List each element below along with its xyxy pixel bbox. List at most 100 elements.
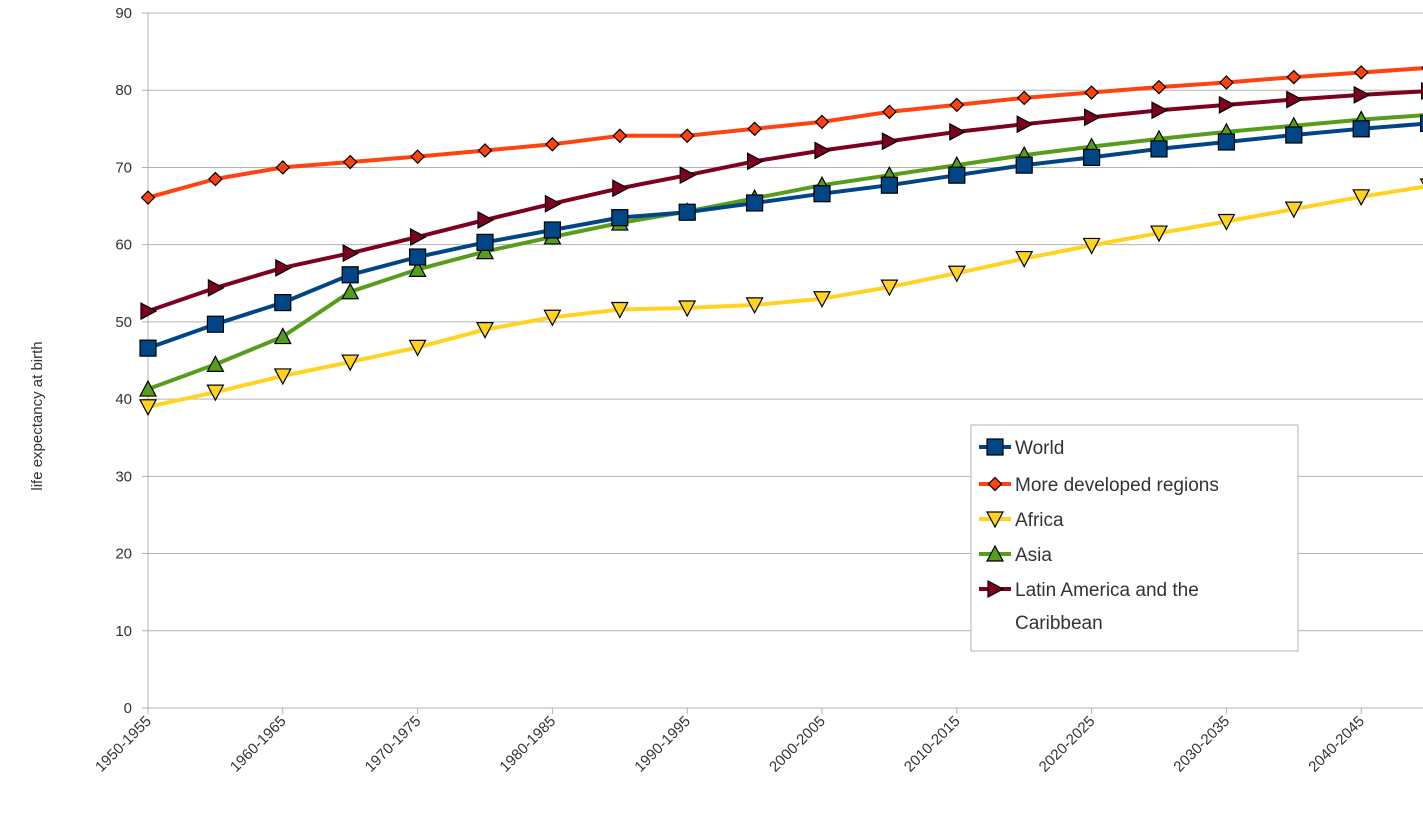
series-line xyxy=(147,184,1423,409)
data-point xyxy=(1084,85,1099,100)
data-point xyxy=(1150,140,1168,158)
data-point xyxy=(1082,237,1101,255)
y-tick-label: 60 xyxy=(115,237,132,254)
data-point xyxy=(881,132,899,151)
y-tick-label: 0 xyxy=(124,700,132,717)
data-point xyxy=(341,354,360,372)
data-point xyxy=(814,141,832,160)
data-point xyxy=(208,171,223,187)
legend-label: Africa xyxy=(1015,510,1064,531)
y-tick-labels: 0 10 20 30 40 50 60 70 80 90 xyxy=(115,5,132,717)
data-point xyxy=(140,190,156,205)
data-point xyxy=(1150,225,1168,243)
data-point xyxy=(610,301,629,319)
data-point xyxy=(1353,65,1369,80)
data-point xyxy=(476,322,494,339)
x-tick-label: 1970-1975 xyxy=(362,713,425,776)
series-line xyxy=(147,121,1423,350)
data-point xyxy=(410,149,425,164)
data-point xyxy=(1015,156,1033,174)
data-point xyxy=(1083,108,1101,127)
data-point xyxy=(1151,101,1169,120)
data-point xyxy=(139,339,157,357)
y-tick-label: 10 xyxy=(115,623,132,640)
x-tick-label: 2040-2045 xyxy=(1305,713,1368,776)
data-point xyxy=(206,355,225,372)
data-point xyxy=(408,339,427,357)
y-tick-label: 80 xyxy=(115,82,132,99)
data-point xyxy=(341,282,360,300)
data-point xyxy=(611,209,629,227)
y-axis-label: life expectancy at birth xyxy=(29,341,46,490)
data-point xyxy=(1352,189,1371,207)
axes xyxy=(147,13,1423,714)
data-point xyxy=(1285,126,1303,144)
data-point xyxy=(1286,69,1302,85)
data-point xyxy=(543,309,562,327)
data-point xyxy=(882,104,897,120)
data-point xyxy=(341,266,359,284)
data-point xyxy=(678,300,697,318)
data-point xyxy=(342,154,358,170)
y-tick-label: 30 xyxy=(115,468,132,485)
data-point xyxy=(273,327,292,345)
legend-marker xyxy=(987,476,1003,492)
legend-item: Latin America and the Caribbean xyxy=(979,580,1199,634)
data-point xyxy=(679,128,695,144)
data-point xyxy=(1219,75,1234,90)
legend-marker xyxy=(987,580,1005,598)
data-point xyxy=(949,122,967,141)
data-point xyxy=(612,179,630,198)
data-point xyxy=(273,368,292,386)
legend-item: Africa xyxy=(979,510,1064,531)
data-point xyxy=(275,258,293,277)
series-world xyxy=(139,114,1423,357)
series-layer xyxy=(139,65,1423,417)
x-tick-label: 1950-1955 xyxy=(92,713,155,776)
data-point xyxy=(612,128,628,144)
x-tick-label: 1980-1985 xyxy=(496,713,559,776)
data-point xyxy=(948,166,966,184)
data-point xyxy=(814,114,830,130)
legend-marker xyxy=(986,438,1004,456)
data-point xyxy=(476,242,494,260)
legend-label: Asia xyxy=(1015,545,1052,566)
legend-item: More developed regions xyxy=(979,475,1219,496)
data-point xyxy=(1286,90,1304,109)
data-point xyxy=(880,176,899,194)
legend-marker xyxy=(986,544,1004,562)
legend-item: World xyxy=(979,438,1064,459)
data-point xyxy=(1015,250,1034,268)
series-line xyxy=(147,66,1423,200)
x-tick-label: 2030-2035 xyxy=(1170,713,1233,776)
y-tick-label: 70 xyxy=(115,159,132,176)
data-point xyxy=(678,203,696,221)
data-point xyxy=(477,210,495,229)
y-tick-label: 40 xyxy=(115,391,132,408)
data-point xyxy=(410,227,427,246)
data-point xyxy=(207,278,225,297)
data-point xyxy=(545,136,560,152)
data-point xyxy=(949,97,965,113)
data-point xyxy=(679,166,697,185)
data-point xyxy=(746,152,764,171)
data-point xyxy=(140,302,158,321)
data-point xyxy=(274,293,292,312)
data-point xyxy=(1284,201,1303,219)
data-point xyxy=(544,194,562,213)
data-point xyxy=(477,143,493,158)
legend-marker xyxy=(986,511,1004,529)
x-tick-label: 2010-2015 xyxy=(901,713,964,776)
series-more-developed-regions xyxy=(140,65,1423,205)
x-tick-label: 1990-1995 xyxy=(631,713,694,776)
data-point xyxy=(543,221,562,239)
x-tick-label: 2000-2005 xyxy=(766,713,829,776)
data-point xyxy=(1419,178,1423,185)
y-tick-label: 50 xyxy=(115,314,132,331)
data-point xyxy=(745,297,764,315)
legend: World More developed regions Africa Asia Lat… xyxy=(970,424,1299,652)
data-point xyxy=(745,194,764,212)
data-point xyxy=(1218,95,1236,114)
series-africa xyxy=(139,178,1423,417)
legend-label: More developed regions xyxy=(1015,475,1219,496)
